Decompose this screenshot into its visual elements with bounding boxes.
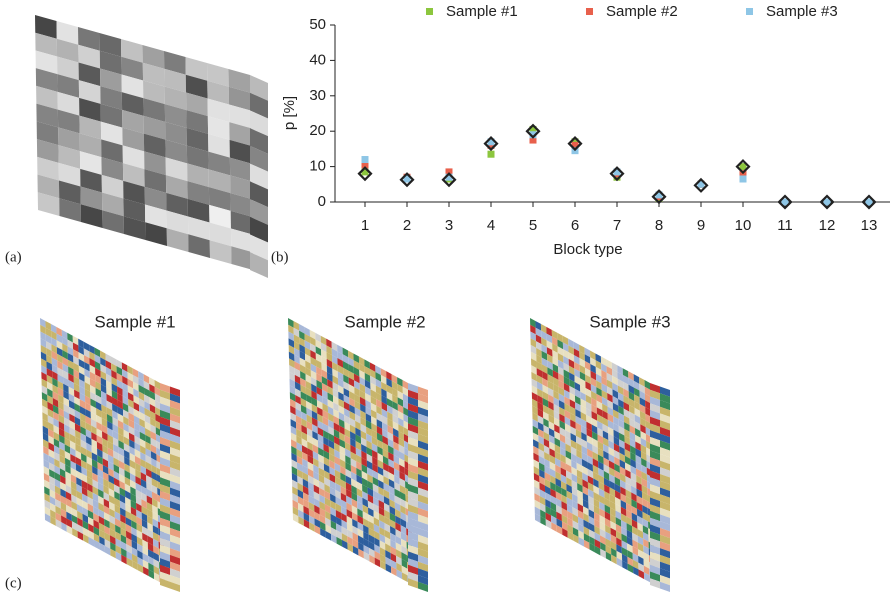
- point: [693, 177, 709, 193]
- point: [357, 166, 373, 182]
- point: [403, 175, 411, 183]
- x-axis-label: Block type: [553, 241, 622, 258]
- legend-marker: [586, 8, 593, 15]
- block: [250, 252, 268, 278]
- point: [483, 136, 499, 152]
- y-tick-label: 20: [309, 122, 326, 139]
- point: [529, 136, 537, 144]
- block: [660, 582, 670, 592]
- point: [529, 125, 537, 133]
- block-grid: [250, 75, 268, 278]
- legend-label: Sample #2: [606, 3, 678, 20]
- block-grid: [35, 15, 253, 270]
- render-title: Sample #3: [589, 312, 670, 331]
- point: [361, 156, 369, 164]
- point: [571, 138, 579, 146]
- point: [861, 194, 877, 210]
- point: [445, 168, 453, 176]
- y-tick-label: 50: [309, 16, 326, 33]
- point: [781, 198, 789, 206]
- point: [567, 136, 583, 152]
- point: [697, 180, 705, 188]
- block: [170, 582, 180, 592]
- y-axis-label: p [%]: [281, 96, 298, 130]
- point: [445, 173, 453, 181]
- block-grid: [288, 318, 413, 585]
- point: [487, 150, 495, 158]
- y-tick-label: 0: [318, 193, 326, 210]
- point: [361, 168, 369, 176]
- legend-marker: [746, 8, 753, 15]
- x-tick-label: 4: [487, 217, 495, 234]
- panel-label: (b): [271, 249, 289, 265]
- render-title: Sample #2: [344, 312, 425, 331]
- block-grid: [530, 318, 655, 585]
- x-tick-label: 6: [571, 217, 579, 234]
- x-tick-label: 10: [735, 217, 752, 234]
- point: [613, 168, 621, 176]
- x-tick-label: 3: [445, 217, 453, 234]
- point: [487, 141, 495, 149]
- legend-label: Sample #3: [766, 3, 838, 20]
- x-tick-label: 2: [403, 217, 411, 234]
- point: [613, 173, 621, 181]
- x-tick-label: 5: [529, 217, 537, 234]
- block: [418, 582, 428, 592]
- block-grid: [408, 383, 428, 592]
- y-tick-label: 30: [309, 87, 326, 104]
- block-grid: [40, 318, 165, 585]
- point: [651, 189, 667, 205]
- panel-label: (a): [5, 249, 22, 265]
- point: [735, 159, 751, 175]
- panel-label: (c): [5, 575, 22, 591]
- render-title: Sample #1: [94, 312, 175, 331]
- point: [823, 198, 831, 206]
- y-tick-label: 10: [309, 158, 326, 175]
- point: [361, 161, 369, 169]
- point: [487, 138, 495, 146]
- x-tick-label: 1: [361, 217, 369, 234]
- x-tick-label: 9: [697, 217, 705, 234]
- x-tick-label: 8: [655, 217, 663, 234]
- point: [525, 123, 541, 139]
- point: [571, 141, 579, 149]
- y-tick-label: 40: [309, 51, 326, 68]
- point: [609, 166, 625, 182]
- x-tick-label: 12: [819, 217, 836, 234]
- point: [739, 175, 747, 183]
- x-tick-label: 11: [777, 217, 793, 234]
- point: [399, 172, 415, 188]
- block-grid: [650, 383, 670, 592]
- point: [739, 163, 747, 171]
- point: [655, 191, 663, 199]
- legend-label: Sample #1: [446, 3, 518, 20]
- block-grid: [160, 383, 180, 592]
- point: [441, 172, 457, 188]
- point: [777, 194, 793, 210]
- x-tick-label: 13: [861, 217, 878, 234]
- x-tick-label: 7: [613, 217, 621, 234]
- point: [529, 131, 537, 139]
- legend-marker: [426, 8, 433, 15]
- point: [865, 198, 873, 206]
- point: [819, 194, 835, 210]
- renderings: [35, 15, 670, 592]
